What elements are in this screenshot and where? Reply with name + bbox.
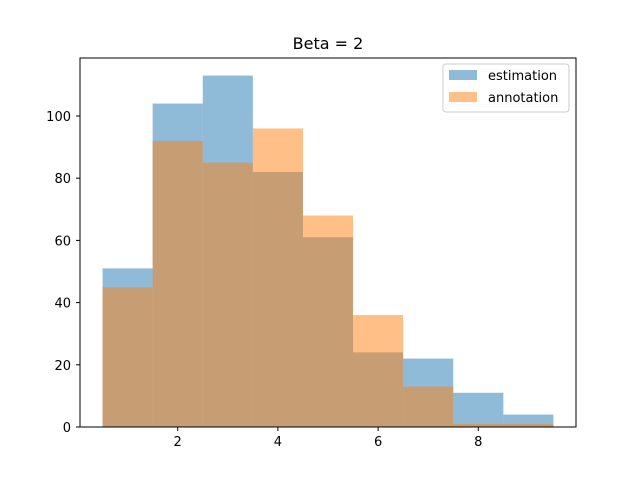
x-tick-label: 2 xyxy=(174,435,182,450)
y-tick-label: 100 xyxy=(46,110,71,125)
y-tick-label: 80 xyxy=(54,172,71,187)
legend-swatch-annotation xyxy=(449,92,477,102)
bar-annotation-4 xyxy=(302,215,354,427)
axes-frame xyxy=(79,57,577,428)
x-tick-label: 6 xyxy=(374,435,382,450)
bar-estimation-7 xyxy=(453,392,504,427)
y-tick-label: 60 xyxy=(54,234,71,249)
plot-area xyxy=(102,75,554,428)
bar-annotation-5 xyxy=(353,315,404,427)
bar-annotation-3 xyxy=(252,128,303,427)
legend-swatch-estimation xyxy=(449,70,477,80)
y-tick-label: 20 xyxy=(54,359,71,374)
legend-label-annotation: annotation xyxy=(488,91,558,106)
bar-annotation-2 xyxy=(202,162,253,428)
legend: estimation annotation xyxy=(442,63,570,113)
bar-annotation-6 xyxy=(403,386,454,427)
y-tick-label: 0 xyxy=(63,421,71,436)
bar-annotation-0 xyxy=(102,287,153,427)
bar-annotation-8 xyxy=(503,423,554,427)
chart-title: Beta = 2 xyxy=(293,34,364,53)
bar-annotation-1 xyxy=(152,140,203,427)
bar-annotation-7 xyxy=(453,423,504,427)
y-tick-label: 40 xyxy=(54,297,71,312)
x-tick-label: 4 xyxy=(274,435,282,450)
legend-label-estimation: estimation xyxy=(488,69,557,84)
x-tick-label: 8 xyxy=(474,435,482,450)
